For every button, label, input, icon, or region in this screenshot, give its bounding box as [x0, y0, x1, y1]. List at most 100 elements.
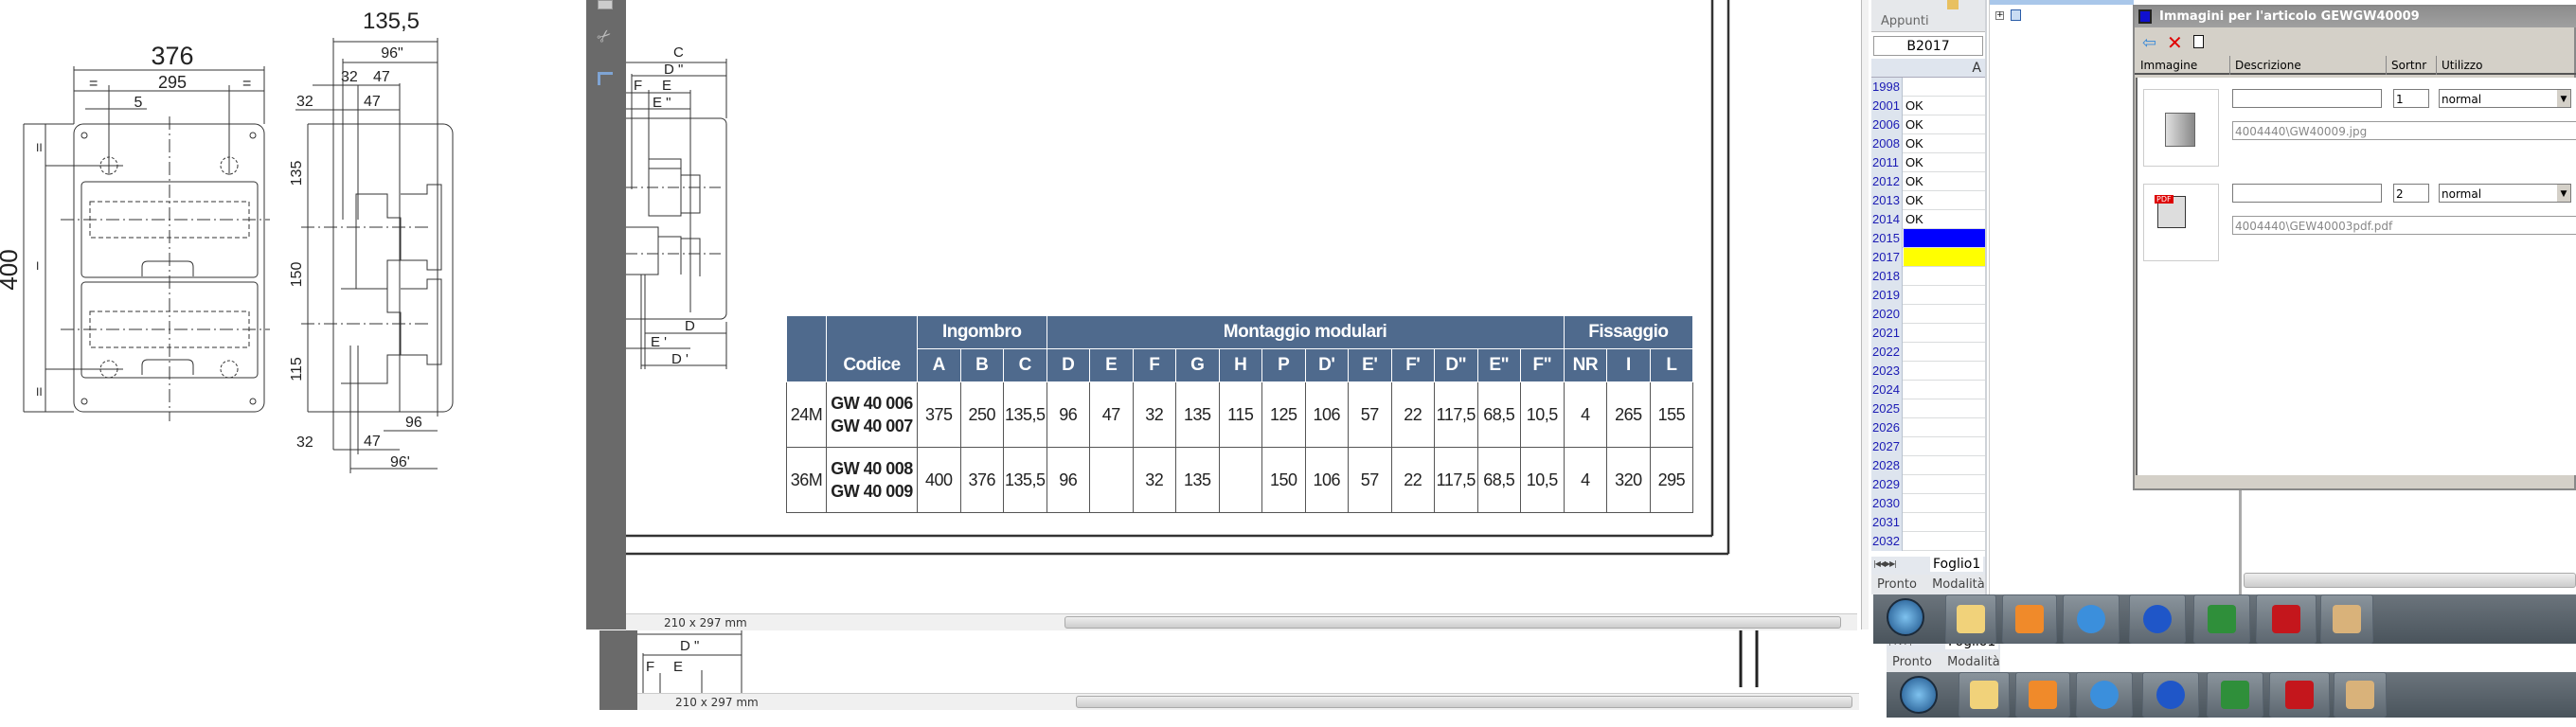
image-thumbnail[interactable] [2143, 89, 2219, 167]
excel-row[interactable]: 2029 [1871, 475, 1985, 494]
chevron-down-icon[interactable]: ▼ [2557, 185, 2570, 202]
back-arrow-icon[interactable]: ⇦ [2142, 33, 2157, 53]
cell[interactable] [1904, 78, 1985, 96]
row-number[interactable]: 2021 [1871, 324, 1903, 343]
cell[interactable] [1904, 324, 1985, 342]
row-number[interactable]: 2027 [1871, 437, 1903, 456]
excel-row[interactable]: 2011 OK [1871, 153, 1985, 172]
excel-row[interactable]: 2013 OK [1871, 191, 1985, 210]
excel-row[interactable]: 2001 OK [1871, 97, 1985, 115]
row-number[interactable]: 2020 [1871, 305, 1903, 324]
cell[interactable] [1904, 513, 1985, 531]
row-number[interactable]: 2024 [1871, 381, 1903, 399]
cell[interactable] [1904, 381, 1985, 399]
start-orb-taskbar-button[interactable] [1887, 598, 1924, 636]
splitter[interactable] [2239, 490, 2242, 594]
cell[interactable] [1904, 532, 1985, 550]
remote-desktop-taskbar-button[interactable] [2142, 672, 2199, 718]
folder-icon[interactable] [2011, 9, 2021, 21]
excel-row[interactable]: 2020 [1871, 305, 1985, 324]
cell[interactable] [1904, 475, 1985, 493]
row-number[interactable]: 2026 [1871, 418, 1903, 437]
image-thumbnail[interactable]: PDF [2143, 184, 2219, 261]
sortnr-input[interactable]: 1 [2393, 89, 2429, 108]
pdf-horizontal-scrollbar[interactable] [1064, 616, 1841, 629]
cell[interactable] [1904, 267, 1985, 285]
excel-row[interactable]: 2019 [1871, 286, 1985, 305]
row-number[interactable]: 2028 [1871, 456, 1903, 475]
format-painter-icon[interactable] [1947, 0, 1959, 9]
excel-row[interactable]: 2021 [1871, 324, 1985, 343]
start-orb-taskbar-button[interactable] [1900, 676, 1938, 714]
cell[interactable]: OK [1905, 193, 1923, 207]
cell[interactable]: OK [1905, 136, 1923, 151]
excel-row[interactable]: 2028 [1871, 456, 1985, 475]
cell[interactable] [1904, 305, 1985, 323]
acrobat-taskbar-button[interactable] [2256, 594, 2317, 644]
media-player-taskbar-button[interactable] [2015, 672, 2070, 718]
cell[interactable] [1904, 286, 1985, 304]
excel-row[interactable]: 2018 [1871, 267, 1985, 286]
usage-select[interactable]: normal ▼ [2439, 184, 2571, 203]
sheet-tab-foglio1[interactable]: Foglio1 [1930, 557, 1984, 572]
explorer-taskbar-button[interactable] [1959, 672, 2010, 718]
cell[interactable] [1904, 494, 1985, 512]
row-number[interactable]: 2025 [1871, 399, 1903, 418]
excel-row[interactable]: 1998 [1871, 78, 1985, 97]
paperclip-icon[interactable]: ✂ [593, 24, 617, 49]
excel-row[interactable]: 2022 [1871, 343, 1985, 362]
excel-row[interactable]: 2014 OK [1871, 210, 1985, 229]
acrobat-taskbar-button[interactable] [2269, 672, 2330, 718]
tree-expand-icon[interactable]: + [1995, 10, 2004, 20]
excel-taskbar-button[interactable] [2207, 672, 2263, 718]
cell[interactable]: OK [1905, 98, 1923, 113]
description-input[interactable] [2232, 184, 2382, 203]
cell[interactable] [1904, 456, 1985, 474]
cell[interactable] [1904, 229, 1985, 247]
horizontal-scrollbar[interactable] [2244, 573, 2576, 588]
excel-taskbar-button[interactable] [2193, 594, 2250, 644]
row-number[interactable]: 2031 [1871, 513, 1903, 532]
row-number[interactable]: 2032 [1871, 532, 1903, 551]
excel-row[interactable]: 2032 [1871, 532, 1985, 551]
delete-icon[interactable]: ✕ [2167, 31, 2183, 54]
internet-explorer-taskbar-button[interactable] [2076, 672, 2133, 718]
file-path-field[interactable]: 4004440\GW40009.jpg [2232, 121, 2576, 140]
dialog-title-bar[interactable]: Immagini per l'articolo GEWGW40009 [2135, 7, 2576, 27]
row-number[interactable]: 2015 [1871, 229, 1903, 248]
row-number[interactable]: 2023 [1871, 362, 1903, 381]
pdf-horizontal-scrollbar-2[interactable] [1076, 696, 1852, 708]
description-input[interactable] [2232, 89, 2382, 108]
explorer-taskbar-button[interactable] [1945, 594, 1996, 644]
cell[interactable]: OK [1905, 212, 1923, 226]
row-number[interactable]: 2017 [1871, 248, 1903, 267]
excel-row[interactable]: 2008 OK [1871, 134, 1985, 153]
excel-row[interactable]: 2017 [1871, 248, 1985, 267]
row-number[interactable]: 2022 [1871, 343, 1903, 362]
file-path-field[interactable]: 4004440\GEW40003pdf.pdf [2232, 216, 2576, 235]
row-number[interactable]: 2018 [1871, 267, 1903, 286]
pages-icon[interactable] [598, 0, 613, 9]
excel-row[interactable]: 2012 OK [1871, 172, 1985, 191]
cell[interactable] [1904, 418, 1985, 436]
cell[interactable]: OK [1905, 155, 1923, 169]
row-number[interactable]: 2013 [1871, 191, 1903, 210]
column-header-a[interactable]: A [1972, 61, 1981, 76]
cell[interactable] [1904, 437, 1985, 455]
excel-row[interactable]: 2031 [1871, 513, 1985, 532]
cell[interactable]: OK [1905, 174, 1923, 188]
bookmarks-icon[interactable] [598, 72, 613, 85]
new-document-icon[interactable] [2193, 35, 2204, 48]
excel-row[interactable]: 2026 [1871, 418, 1985, 437]
row-number[interactable]: 2008 [1871, 134, 1903, 153]
sheet-nav-arrows-icon[interactable]: |◀◀▶▶| [1873, 559, 1897, 568]
excel-row[interactable]: 2027 [1871, 437, 1985, 456]
excel-row[interactable]: 2023 [1871, 362, 1985, 381]
remote-desktop-taskbar-button[interactable] [2129, 594, 2186, 644]
pdf-vertical-scrollbar[interactable] [1861, 0, 1869, 629]
cell[interactable]: OK [1905, 117, 1923, 132]
row-number[interactable]: 2029 [1871, 475, 1903, 494]
paint-taskbar-button[interactable] [2334, 672, 2387, 718]
row-number[interactable]: 1998 [1871, 78, 1903, 97]
row-number[interactable]: 2011 [1871, 153, 1903, 172]
